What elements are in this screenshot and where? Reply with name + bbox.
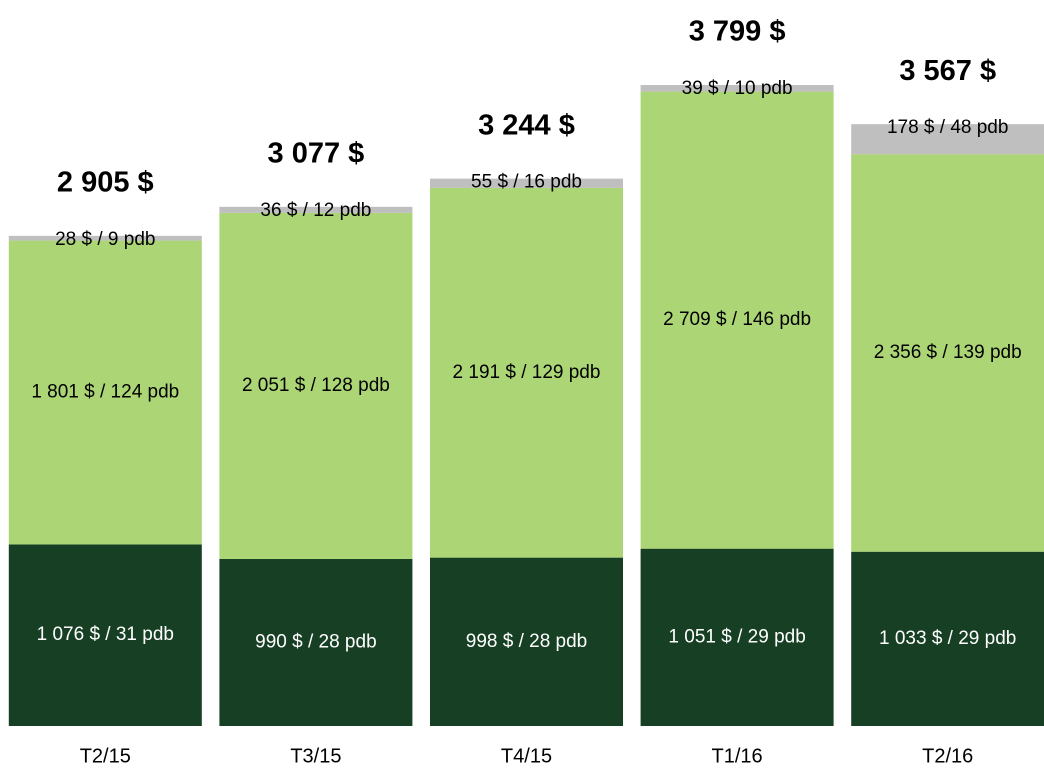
bar-segment [430, 557, 623, 726]
bar-segment [851, 551, 1044, 726]
segment-label: 39 $ / 10 pdb [682, 78, 793, 99]
bar-segment [8, 544, 202, 726]
bar-segment [219, 212, 413, 559]
bar-segment [430, 178, 623, 188]
segment-label: 28 $ / 9 pdb [55, 229, 155, 250]
bar-segment [8, 240, 202, 545]
segment-label: 2 051 $ / 128 pdb [242, 375, 390, 396]
segment-label: 36 $ / 12 pdb [260, 200, 371, 221]
total-label: 3 567 $ [899, 55, 996, 87]
total-label: 3 244 $ [478, 109, 575, 141]
bar-segment [640, 85, 834, 92]
bar-segment [219, 558, 413, 726]
segment-label: 2 356 $ / 139 pdb [874, 342, 1022, 363]
bar-segment [8, 235, 202, 241]
bar-segment [851, 154, 1044, 552]
bar-segment [640, 548, 834, 726]
x-tick-label: T4/15 [501, 745, 552, 767]
bar-segment [851, 124, 1044, 155]
segment-label: 1 033 $ / 29 pdb [879, 628, 1016, 649]
bar-segment [430, 187, 623, 558]
segment-label: 2 191 $ / 129 pdb [453, 362, 601, 383]
segment-label: 178 $ / 48 pdb [887, 117, 1009, 138]
total-label: 2 905 $ [57, 166, 154, 198]
x-tick-label: T3/15 [290, 745, 341, 767]
x-tick-label: T2/16 [922, 745, 973, 767]
bar-segment [640, 91, 834, 549]
segment-label: 998 $ / 28 pdb [466, 631, 588, 652]
x-tick-label: T2/15 [80, 745, 131, 767]
x-tick-label: T1/16 [712, 745, 763, 767]
segment-label: 55 $ / 16 pdb [471, 172, 582, 193]
segment-label: 1 051 $ / 29 pdb [668, 626, 805, 647]
segment-label: 1 801 $ / 124 pdb [31, 382, 179, 403]
segment-label: 1 076 $ / 31 pdb [37, 624, 174, 645]
bar-segment [219, 206, 413, 213]
total-label: 3 799 $ [689, 16, 786, 48]
segment-label: 990 $ / 28 pdb [255, 631, 377, 652]
total-label: 3 077 $ [268, 137, 365, 169]
segment-label: 2 709 $ / 146 pdb [663, 309, 811, 330]
